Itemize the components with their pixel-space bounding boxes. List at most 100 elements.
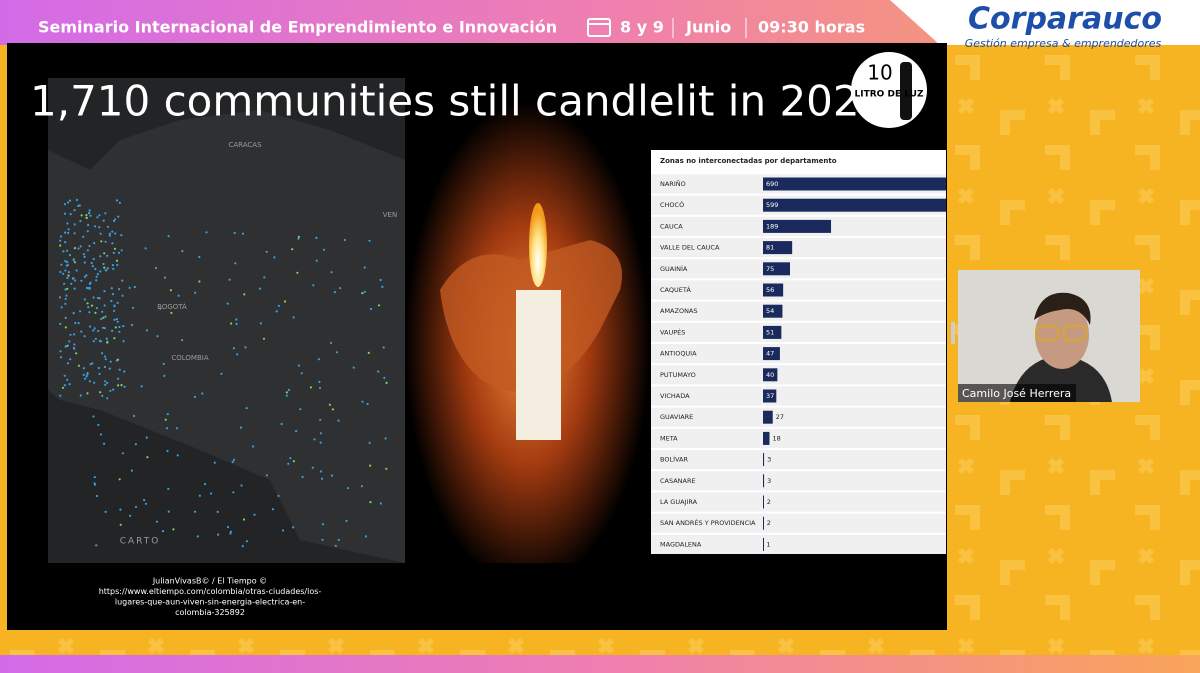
map-dot — [131, 323, 134, 327]
map-dot — [198, 255, 201, 259]
map-dot — [245, 540, 248, 543]
map-dot — [88, 209, 91, 212]
glasses — [1063, 325, 1087, 341]
category-label: VALLE DEL CAUCA — [660, 244, 720, 252]
row-background — [651, 238, 946, 258]
map-dot — [121, 294, 124, 297]
map-dot — [258, 287, 261, 290]
map-dot — [114, 232, 117, 235]
map-dot — [300, 372, 303, 375]
map-dot — [231, 460, 234, 464]
map-dot — [99, 270, 102, 273]
map-dot — [132, 414, 136, 418]
map-dot — [113, 318, 116, 321]
bar — [763, 304, 783, 318]
map-dot — [83, 335, 86, 338]
map-dot — [114, 326, 117, 329]
bottom-banner — [0, 655, 1200, 673]
map-dot — [111, 230, 114, 233]
map-dot — [115, 318, 118, 321]
map-dot — [360, 485, 363, 488]
map-dot — [383, 376, 386, 379]
value-label: 189 — [766, 222, 778, 230]
map-dot — [159, 307, 162, 310]
row-background — [651, 407, 946, 427]
map-dot — [118, 201, 121, 204]
map-dot — [73, 287, 76, 290]
map-dot — [232, 458, 236, 461]
map-dot — [96, 216, 99, 219]
map-dot — [61, 386, 65, 389]
map-dot — [73, 261, 77, 264]
map-label: COLOMBIA — [171, 354, 208, 362]
map-dot — [234, 262, 237, 265]
map-dot — [69, 358, 72, 361]
badge-text: LITRO DE LUZ — [855, 90, 924, 100]
category-label: BOLÍVAR — [660, 455, 688, 464]
map-dot — [106, 254, 109, 257]
map-dot — [73, 333, 76, 336]
map-dot — [59, 239, 62, 242]
map-dot — [93, 327, 96, 330]
bar — [763, 283, 784, 297]
map-dot — [345, 519, 348, 523]
map-dot — [59, 322, 62, 325]
map-dot — [167, 235, 170, 238]
map-dot — [273, 256, 276, 259]
map-dot — [117, 251, 121, 254]
map-dot — [75, 269, 78, 272]
map-dot — [281, 529, 285, 532]
map-dot — [66, 378, 69, 381]
map-dot — [63, 203, 66, 206]
map-dot — [70, 282, 73, 285]
map-dot — [87, 287, 90, 290]
map-dot — [112, 219, 116, 223]
map-dot — [295, 430, 298, 433]
map-label: CARACAS — [228, 141, 262, 149]
map-dot — [259, 322, 262, 325]
map-dot — [87, 223, 90, 227]
map-dot — [166, 449, 169, 453]
map-dot — [66, 264, 69, 267]
map-dot — [232, 491, 235, 494]
value-label: 47 — [766, 350, 774, 358]
map-dot — [367, 351, 370, 354]
chart-title: Zonas no interconectadas por departament… — [660, 157, 837, 165]
chart: Zonas no interconectadas por departament… — [651, 150, 946, 554]
map-dot — [65, 294, 68, 297]
value-label: 3 — [767, 477, 771, 485]
map-dot — [297, 237, 300, 240]
map-dot — [103, 266, 106, 269]
map-dot — [285, 394, 288, 397]
map-dot — [318, 386, 322, 389]
map-dot — [369, 307, 373, 311]
map-dot — [277, 494, 280, 497]
map-dot — [101, 394, 104, 397]
map-land — [48, 110, 405, 563]
map-dots — [58, 198, 388, 548]
map-dot — [271, 508, 275, 511]
map-dot — [75, 198, 79, 202]
map-dot — [59, 244, 62, 247]
map-dot — [379, 278, 382, 282]
map-dot — [109, 360, 112, 363]
map-dot — [120, 234, 123, 237]
map-dot — [83, 377, 87, 380]
bar — [763, 474, 765, 488]
map-dot — [104, 240, 107, 243]
map-dot — [292, 526, 295, 529]
map-dot — [100, 240, 103, 243]
map-dot — [93, 483, 96, 486]
map-dot — [83, 275, 86, 278]
map-dot — [123, 370, 126, 373]
map-dot — [289, 457, 292, 460]
map-dot — [60, 235, 63, 238]
resize-handle[interactable] — [951, 322, 955, 344]
category-label: CASANARE — [660, 477, 696, 485]
slide-title: 1,710 communities still candlelit in 202… — [30, 77, 886, 126]
map-dot — [201, 392, 204, 395]
map-dot — [101, 326, 105, 329]
value-label: 18 — [772, 434, 780, 442]
bar — [763, 325, 782, 339]
map-dot — [96, 273, 99, 276]
